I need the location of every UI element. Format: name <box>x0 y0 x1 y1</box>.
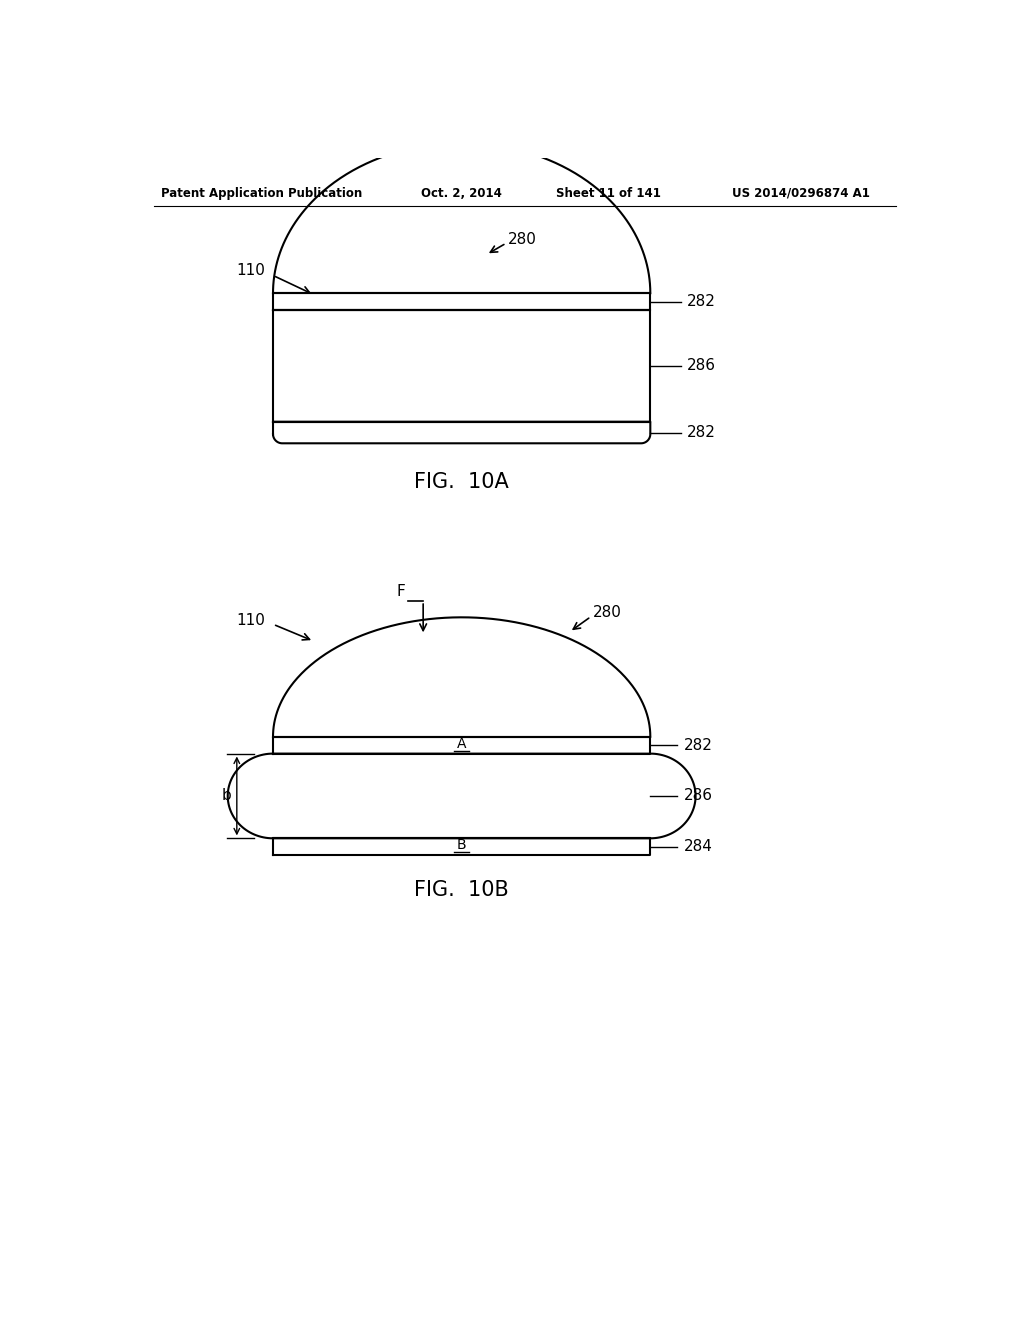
Text: 110: 110 <box>237 612 265 628</box>
Text: 280: 280 <box>508 232 537 247</box>
Text: 282: 282 <box>683 738 713 752</box>
Text: B: B <box>457 838 467 853</box>
Text: 286: 286 <box>687 359 716 374</box>
Text: Sheet 11 of 141: Sheet 11 of 141 <box>556 186 660 199</box>
Text: A: A <box>457 737 466 751</box>
Text: 282: 282 <box>687 425 716 440</box>
Text: FIG.  10A: FIG. 10A <box>415 471 509 492</box>
Text: 284: 284 <box>683 840 713 854</box>
Text: b: b <box>222 788 231 804</box>
Text: US 2014/0296874 A1: US 2014/0296874 A1 <box>731 186 869 199</box>
Text: F: F <box>396 583 406 599</box>
Text: 286: 286 <box>683 788 713 804</box>
Text: 282: 282 <box>687 294 716 309</box>
Text: 110: 110 <box>237 263 265 277</box>
Text: Patent Application Publication: Patent Application Publication <box>161 186 362 199</box>
Text: FIG.  10B: FIG. 10B <box>415 880 509 900</box>
Text: 280: 280 <box>593 605 622 620</box>
Text: Oct. 2, 2014: Oct. 2, 2014 <box>421 186 502 199</box>
